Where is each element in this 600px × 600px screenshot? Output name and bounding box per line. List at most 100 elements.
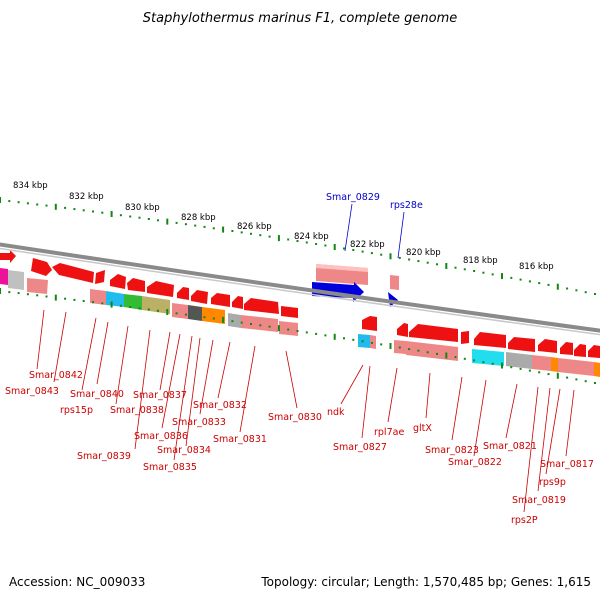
- leader-line: [199, 339, 214, 415]
- gene-box-cyan[interactable]: [472, 349, 504, 366]
- gene-arrow[interactable]: [0, 250, 16, 263]
- major-tick: [277, 325, 280, 332]
- gene-box-cyan[interactable]: [106, 291, 124, 307]
- gene-box-orange[interactable]: [551, 357, 558, 372]
- gene-label[interactable]: Smar_0832: [193, 400, 247, 411]
- gene-label[interactable]: Smar_0838: [110, 405, 164, 416]
- gene-leader-lines: [36, 309, 575, 513]
- gene-arrow[interactable]: [244, 298, 279, 314]
- gene-box-pink[interactable]: [241, 315, 278, 332]
- gene-arrow[interactable]: [574, 344, 586, 357]
- gene-label[interactable]: Smar_0840: [70, 389, 124, 400]
- gene-box-pink[interactable]: [279, 321, 298, 336]
- gene-box-magenta[interactable]: [0, 268, 8, 285]
- gene-label[interactable]: Smar_0823: [425, 445, 479, 456]
- gene-box-darkgray[interactable]: [188, 305, 202, 321]
- gene-label[interactable]: rps2P: [511, 515, 538, 526]
- gene-box-gray[interactable]: [228, 313, 241, 328]
- gene-label[interactable]: Smar_0822: [448, 457, 502, 468]
- gene-box-olive[interactable]: [142, 296, 170, 314]
- gene-arrow[interactable]: [31, 258, 52, 276]
- major-tick: [166, 309, 169, 315]
- gene-label[interactable]: Smar_0843: [5, 386, 59, 397]
- minor-tick: [157, 309, 159, 312]
- major-tick: [54, 203, 57, 210]
- gene-label[interactable]: Smar_0830: [268, 412, 322, 423]
- minor-tick: [538, 282, 541, 285]
- gene-label[interactable]: Smar_0836: [134, 431, 188, 442]
- major-tick: [389, 343, 392, 349]
- minor-tick: [17, 292, 20, 295]
- major-tick: [277, 235, 280, 242]
- gene-label[interactable]: Smar_0821: [483, 441, 537, 452]
- gene-arrow[interactable]: [177, 287, 189, 300]
- gene-arrow[interactable]: [281, 306, 298, 318]
- gene-box-pink[interactable]: [406, 341, 458, 361]
- gene-labels: Smar_0842 Smar_0843 Smar_0840 rps15p Sma…: [5, 370, 594, 526]
- gene-box-pink[interactable]: [27, 278, 48, 294]
- gene-arrow[interactable]: [110, 274, 126, 289]
- gene-arrow[interactable]: [95, 270, 105, 284]
- gene-label[interactable]: rps9p: [539, 477, 566, 488]
- gene-arrow[interactable]: [560, 342, 573, 355]
- gene-label[interactable]: Smar_0819: [512, 495, 566, 506]
- gene-arrow[interactable]: [409, 324, 458, 342]
- gene-label-rps28e[interactable]: rps28e: [390, 200, 423, 211]
- coord-label: 818 kbp: [463, 256, 498, 266]
- minor-tick: [119, 214, 122, 217]
- gene-arrow[interactable]: [508, 337, 535, 352]
- gene-label[interactable]: Smar_0817: [540, 459, 594, 470]
- gene-label[interactable]: ndk: [327, 407, 345, 418]
- gene-label[interactable]: Smar_0835: [143, 462, 197, 473]
- gene-box-gray[interactable]: [506, 352, 532, 369]
- gene-label[interactable]: gltX: [413, 423, 432, 434]
- gene-box-pink[interactable]: [172, 303, 188, 319]
- gene-label[interactable]: Smar_0842: [29, 370, 83, 381]
- gene-box-cyan[interactable]: [358, 334, 370, 348]
- gene-box-orange[interactable]: [594, 362, 600, 377]
- gene-box-pink[interactable]: [532, 355, 551, 371]
- gene-label[interactable]: Smar_0833: [172, 417, 226, 428]
- minor-tick: [203, 225, 206, 228]
- gene-arrow[interactable]: [474, 332, 506, 348]
- coord-label: 822 kbp: [350, 240, 385, 250]
- gene-label[interactable]: Smar_0831: [213, 434, 267, 445]
- gene-label[interactable]: Smar_0827: [333, 442, 387, 453]
- minor-tick: [584, 380, 587, 383]
- minor-tick: [343, 337, 345, 340]
- gene-arrow[interactable]: [191, 290, 208, 304]
- minor-tick: [370, 252, 373, 255]
- gene-arrow[interactable]: [147, 281, 174, 297]
- leader-line: [36, 309, 45, 370]
- gene-box-pink[interactable]: [558, 358, 594, 376]
- gene-label[interactable]: Smar_0837: [133, 390, 187, 401]
- gene-arrow[interactable]: [538, 339, 557, 353]
- minor-tick: [36, 294, 39, 297]
- gene-arrow[interactable]: [588, 345, 600, 358]
- gene-label[interactable]: rps15p: [60, 405, 93, 416]
- major-tick: [0, 197, 1, 203]
- minor-tick: [101, 302, 104, 305]
- minor-tick: [82, 300, 85, 302]
- leader-line: [537, 387, 551, 492]
- gene-arrow[interactable]: [52, 263, 94, 283]
- gene-label[interactable]: Smar_0839: [77, 451, 131, 462]
- gene-arrow[interactable]: [127, 278, 145, 292]
- gene-box-orange[interactable]: [202, 307, 225, 324]
- gene-label[interactable]: rpl7ae: [374, 427, 404, 438]
- gene-label[interactable]: Smar_0834: [157, 445, 211, 456]
- coord-label: 828 kbp: [181, 213, 216, 223]
- gene-box-pink[interactable]: [90, 289, 106, 305]
- gene-box-gray[interactable]: [8, 270, 24, 290]
- minor-tick: [380, 253, 383, 256]
- gene-box-pink[interactable]: [390, 275, 399, 290]
- gene-arrow[interactable]: [232, 296, 243, 309]
- gene-arrow[interactable]: [211, 293, 230, 307]
- gene-box-pink[interactable]: [370, 335, 376, 349]
- gene-arrow[interactable]: [362, 316, 377, 331]
- minor-tick: [92, 301, 94, 304]
- gene-arrow[interactable]: [397, 323, 408, 337]
- gene-box-green[interactable]: [124, 294, 142, 310]
- gene-label-smar-0829[interactable]: Smar_0829: [326, 192, 380, 203]
- gene-arrow[interactable]: [461, 331, 469, 344]
